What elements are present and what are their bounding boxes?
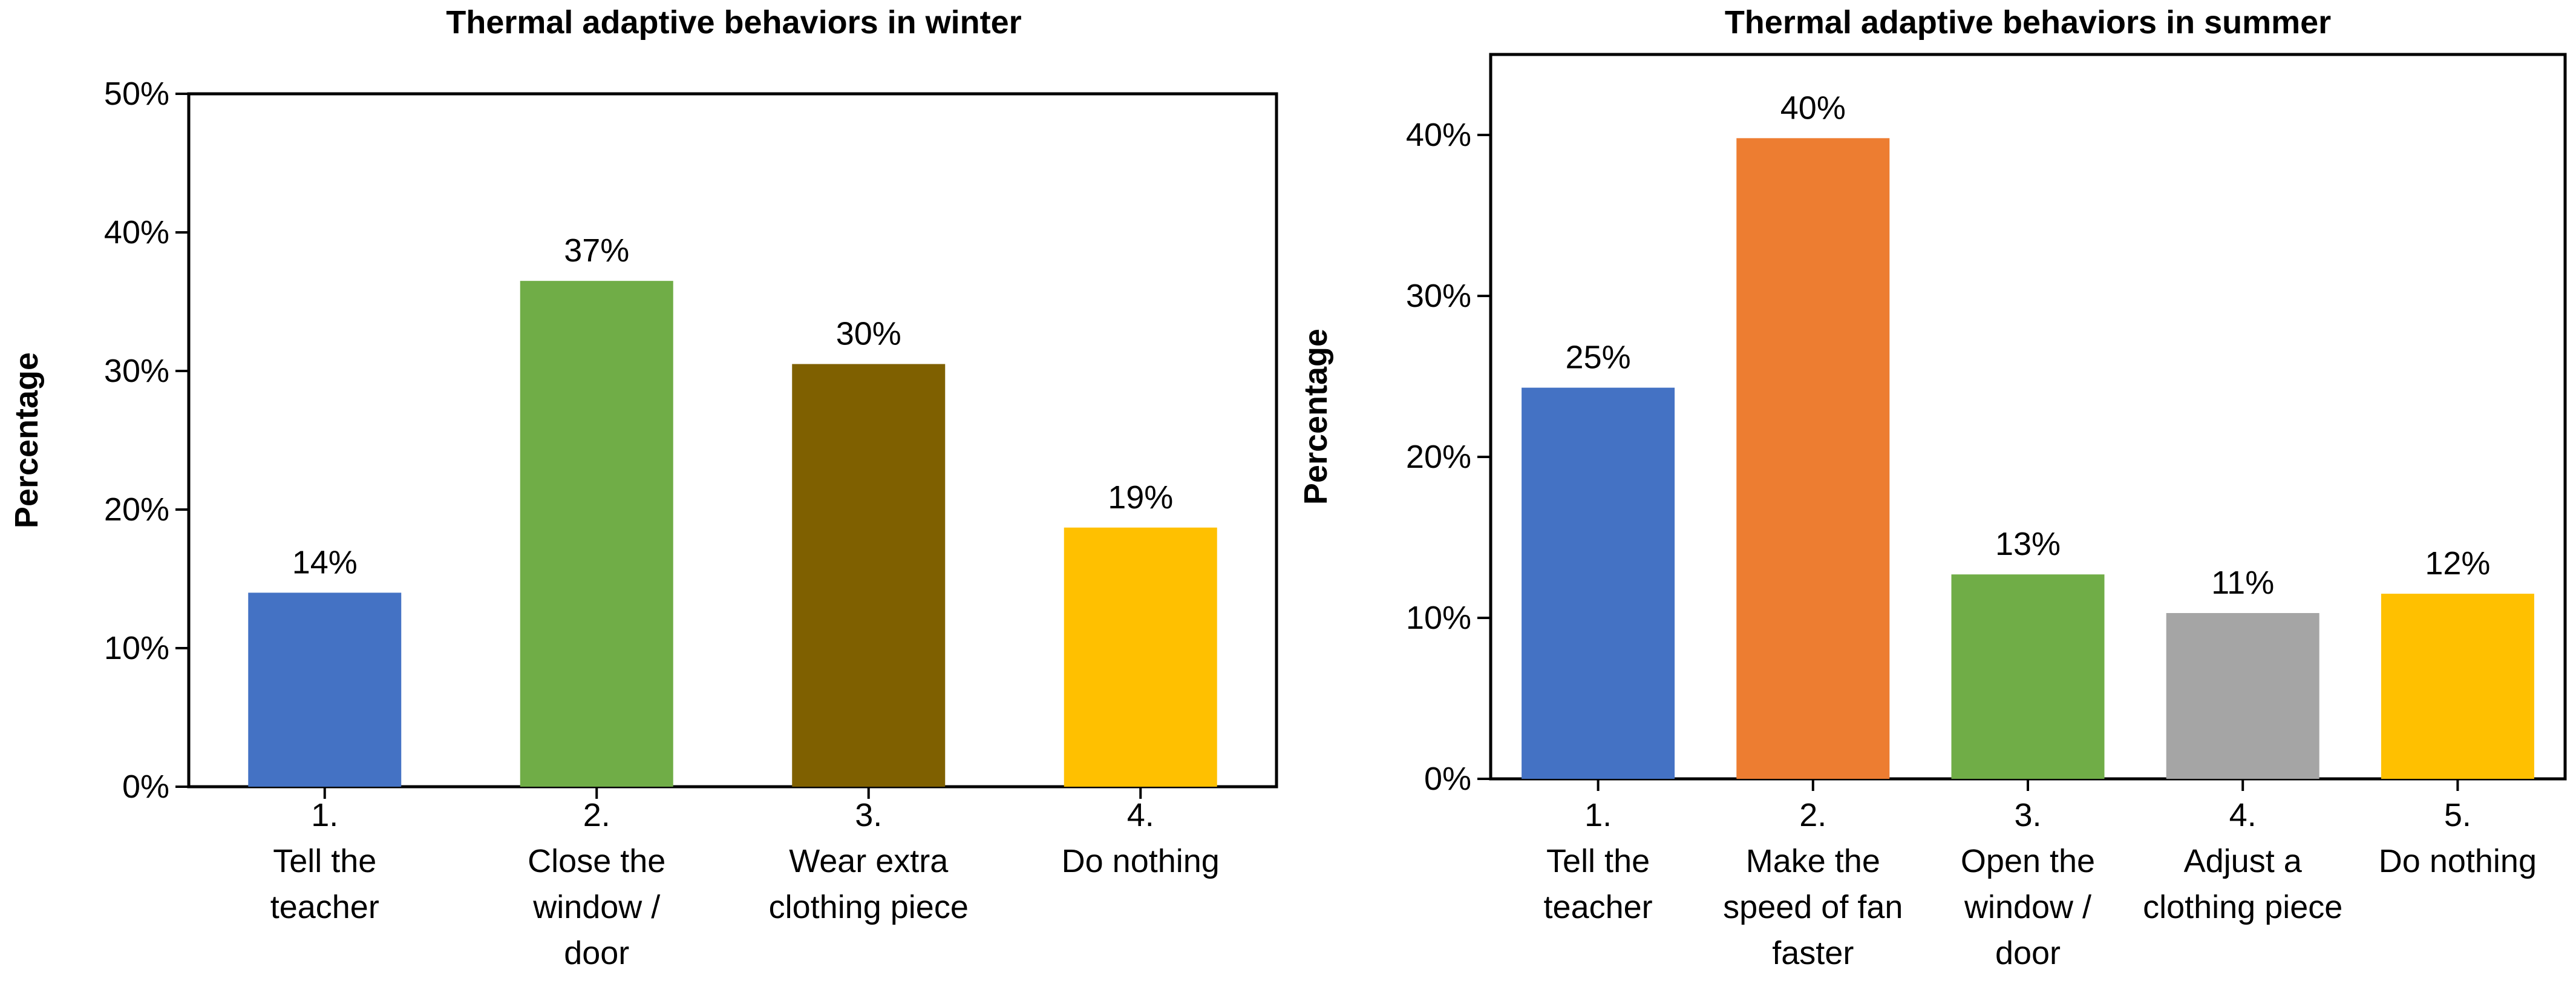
- summer-y-tick-label: 30%: [1406, 278, 1471, 314]
- winter-data-label: 19%: [1108, 479, 1173, 516]
- winter-bar: [792, 364, 946, 787]
- summer-bar: [1736, 138, 1890, 779]
- winter-y-tick-label: 40%: [104, 214, 169, 251]
- winter-category-label: 1. Tell the teacher: [270, 797, 379, 925]
- winter-bar: [520, 281, 673, 787]
- winter-y-tick-label: 30%: [104, 353, 169, 389]
- winter-y-tick-label: 20%: [104, 491, 169, 528]
- summer-category-label: 4. Adjust a clothing piece: [2143, 797, 2342, 925]
- summer-y-tick-label: 0%: [1424, 761, 1471, 797]
- summer-y-axis-label: Percentage: [1298, 329, 1334, 505]
- winter-y-tick-label: 10%: [104, 630, 169, 666]
- summer-data-label: 13%: [1995, 526, 2061, 562]
- winter-bar: [1064, 527, 1217, 787]
- winter-data-label: 37%: [564, 232, 629, 269]
- winter-chart-title: Thermal adaptive behaviors in winter: [446, 4, 1021, 41]
- winter-category-label: 4. Do nothing: [1062, 797, 1220, 879]
- winter-chart: Thermal adaptive behaviors in winter Perc…: [8, 4, 1278, 971]
- summer-y-tick-label: 10%: [1406, 600, 1471, 636]
- summer-category-label: 2. Make the speed of fan faster: [1723, 797, 1903, 971]
- winter-plot-frame: [187, 92, 1278, 789]
- summer-y-tick-label: 20%: [1406, 439, 1471, 475]
- summer-chart-title: Thermal adaptive behaviors in summer: [1725, 4, 2331, 41]
- summer-data-label: 11%: [2211, 565, 2274, 601]
- summer-data-label: 40%: [1780, 90, 1846, 126]
- winter-y-tick-label: 50%: [104, 76, 169, 112]
- winter-category-label: 3. Wear extra clothing piece: [769, 797, 969, 925]
- summer-category-label: 1. Tell the teacher: [1544, 797, 1653, 925]
- winter-y-axis-label: Percentage: [8, 352, 45, 528]
- winter-data-label: 30%: [836, 316, 901, 352]
- winter-y-tick-label: 0%: [122, 769, 169, 805]
- summer-bar: [2381, 594, 2534, 779]
- summer-bar: [2166, 613, 2319, 779]
- winter-bar: [248, 592, 402, 787]
- summer-bar: [1951, 574, 2105, 779]
- summer-y-tick-label: 40%: [1406, 117, 1471, 153]
- summer-chart: Thermal adaptive behaviors in summer Perc…: [1298, 4, 2567, 971]
- summer-bar: [1522, 387, 1675, 779]
- summer-data-label: 25%: [1566, 339, 1631, 376]
- summer-category-label: 3. Open the window / door: [1961, 797, 2095, 971]
- winter-category-label: 2. Close the window / door: [528, 797, 665, 971]
- summer-data-label: 12%: [2425, 545, 2490, 582]
- winter-data-label: 14%: [292, 544, 358, 580]
- summer-category-label: 5. Do nothing: [2379, 797, 2537, 879]
